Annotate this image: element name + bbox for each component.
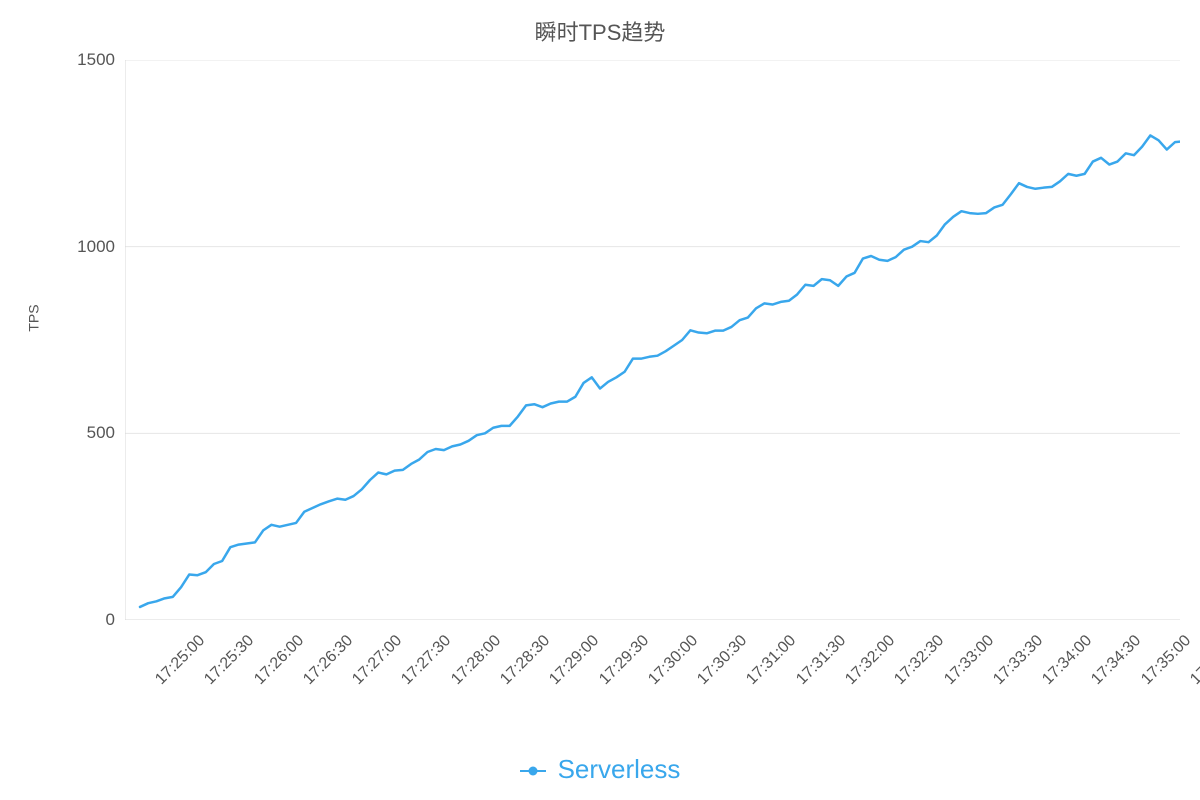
x-tick-label: 17:34:00: [1039, 632, 1096, 689]
x-tick-label: 17:30:30: [694, 632, 751, 689]
plot-svg: [125, 60, 1180, 620]
legend-marker-icon: [520, 770, 546, 772]
y-tick-label: 1500: [35, 50, 115, 70]
plot-area: [125, 60, 1180, 620]
x-tick-label: 17:35:00: [1138, 632, 1195, 689]
tps-trend-chart: 瞬时TPS趋势 TPS 0 500 1000 1500 17:25:0017:25:3…: [0, 0, 1200, 800]
x-tick-label: 17:32:30: [892, 632, 949, 689]
x-tick-label: 17:28:30: [497, 632, 554, 689]
y-tick-label: 1000: [35, 237, 115, 257]
y-tick-label: 500: [35, 423, 115, 443]
x-tick-label: 17:25:30: [202, 632, 259, 689]
x-tick-label: 17:27:00: [349, 632, 406, 689]
x-tick-label: 17:25:00: [152, 632, 209, 689]
series-line-serverless: [140, 135, 1180, 607]
x-tick-label: 17:27:30: [399, 632, 456, 689]
x-tick-label: 17:33:30: [990, 632, 1047, 689]
chart-title: 瞬时TPS趋势: [0, 15, 1200, 47]
x-tick-label: 17:32:00: [842, 632, 899, 689]
legend[interactable]: Serverless: [0, 754, 1200, 785]
legend-label: Serverless: [558, 754, 681, 784]
x-tick-label: 17:33:00: [941, 632, 998, 689]
x-tick-label: 17:28:00: [448, 632, 505, 689]
x-tick-label: 17:29:00: [547, 632, 604, 689]
x-tick-label: 17:30:00: [645, 632, 702, 689]
y-axis-title: TPS: [26, 304, 42, 331]
y-tick-label: 0: [35, 610, 115, 630]
x-tick-label: 17:26:30: [300, 632, 357, 689]
x-tick-label: 17:31:00: [744, 632, 801, 689]
x-tick-label: 17:31:30: [793, 632, 850, 689]
x-tick-label: 17:29:30: [596, 632, 653, 689]
x-tick-label: 17:26:00: [251, 632, 308, 689]
x-tick-label: 17:34:30: [1089, 632, 1146, 689]
